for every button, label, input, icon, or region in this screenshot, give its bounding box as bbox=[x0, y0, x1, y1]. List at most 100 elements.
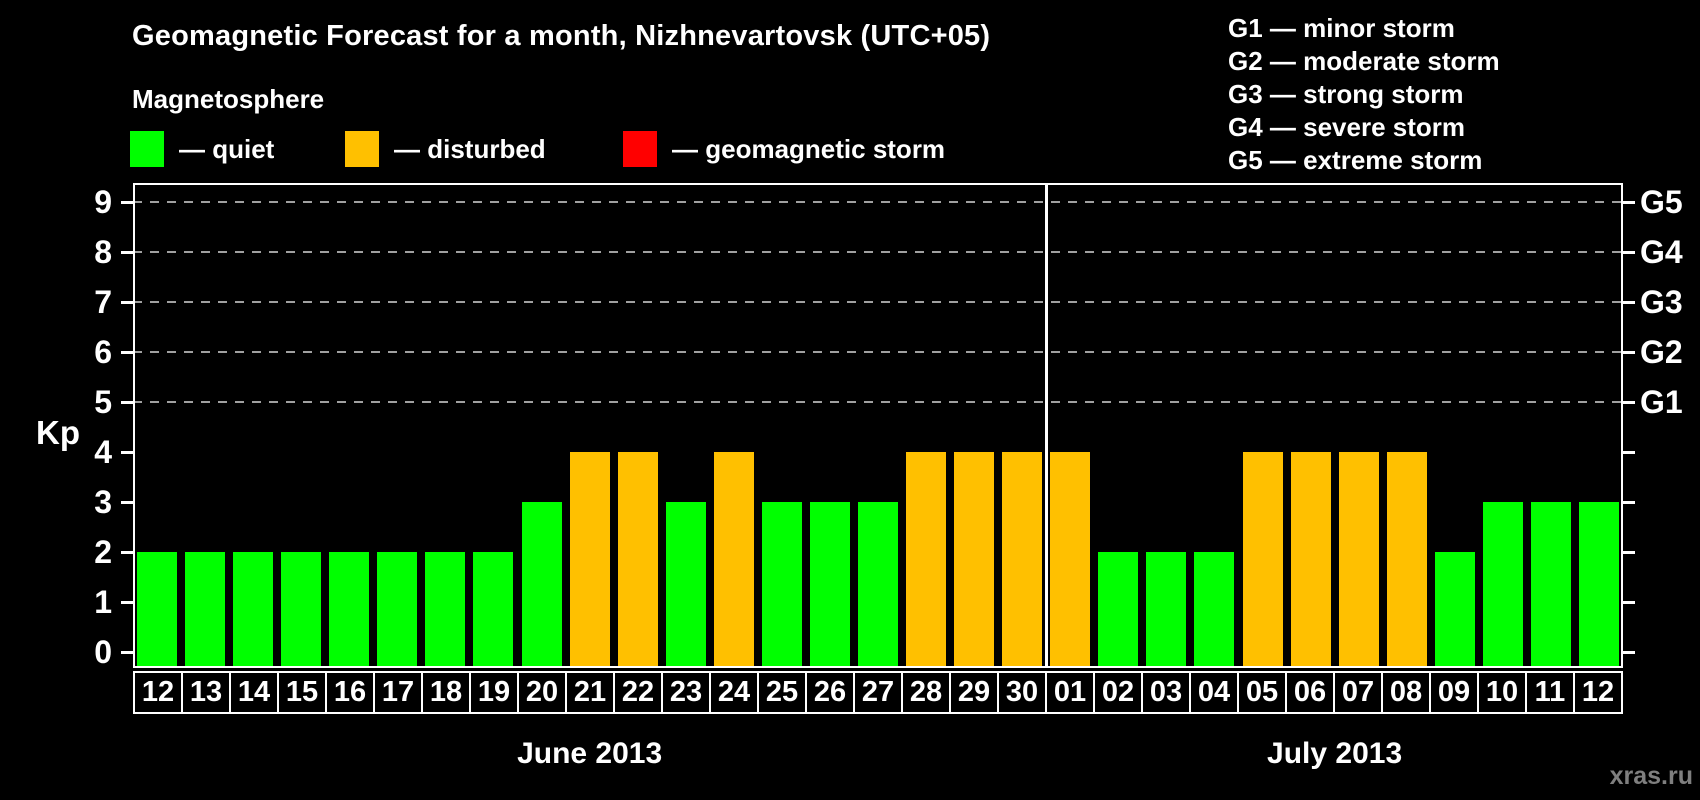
y-tick-right bbox=[1623, 601, 1635, 604]
day-cell: 20 bbox=[517, 671, 567, 714]
kp-bar bbox=[185, 552, 226, 668]
kp-bar bbox=[906, 452, 947, 668]
g-axis-label: G1 bbox=[1640, 384, 1683, 420]
day-cell: 09 bbox=[1429, 671, 1479, 714]
gridline bbox=[133, 201, 1623, 203]
day-cell: 18 bbox=[421, 671, 471, 714]
day-label: 04 bbox=[1197, 676, 1231, 708]
day-cell: 30 bbox=[997, 671, 1047, 714]
gridline bbox=[133, 301, 1623, 303]
day-label: 24 bbox=[717, 676, 751, 708]
day-cell: 12 bbox=[133, 671, 183, 714]
day-label: 05 bbox=[1245, 676, 1279, 708]
day-cell: 08 bbox=[1381, 671, 1431, 714]
legend-label: — quiet bbox=[179, 133, 275, 164]
day-label: 21 bbox=[573, 676, 607, 708]
g-axis-label: G5 bbox=[1640, 184, 1683, 220]
day-cell: 28 bbox=[901, 671, 951, 714]
y-tick-left bbox=[121, 251, 133, 254]
day-label: 09 bbox=[1437, 676, 1471, 708]
kp-bar bbox=[617, 452, 658, 668]
g-scale-line: G1 — minor storm bbox=[1228, 13, 1455, 43]
day-label: 13 bbox=[189, 676, 223, 708]
kp-bar bbox=[1290, 452, 1331, 668]
y-tick-left bbox=[121, 301, 133, 304]
legend-swatch-quiet bbox=[130, 131, 164, 167]
y-tick-right bbox=[1623, 401, 1635, 404]
y-tick-label: 7 bbox=[94, 284, 112, 320]
day-label: 14 bbox=[237, 676, 271, 708]
month-label: July 2013 bbox=[1267, 737, 1403, 770]
day-label: 15 bbox=[285, 676, 319, 708]
day-cell: 05 bbox=[1237, 671, 1287, 714]
plot-area bbox=[133, 183, 1623, 668]
kp-bar bbox=[1482, 502, 1523, 668]
g-scale-line: G2 — moderate storm bbox=[1228, 46, 1500, 76]
day-label: 17 bbox=[381, 676, 415, 708]
kp-bar bbox=[521, 502, 562, 668]
legend-label: — geomagnetic storm bbox=[672, 133, 946, 164]
kp-bar bbox=[858, 502, 898, 668]
day-cell: 11 bbox=[1525, 671, 1575, 714]
day-cell: 01 bbox=[1045, 671, 1095, 714]
g-axis-label: G2 bbox=[1640, 334, 1683, 370]
y-tick-right bbox=[1623, 651, 1635, 654]
y-tick-label: 8 bbox=[94, 234, 112, 270]
g-scale-line: G3 — strong storm bbox=[1228, 79, 1464, 109]
day-cell: 13 bbox=[181, 671, 231, 714]
kp-bar bbox=[809, 502, 850, 668]
y-tick-label: 0 bbox=[94, 634, 112, 670]
kp-bar bbox=[1050, 452, 1091, 668]
day-cell: 03 bbox=[1141, 671, 1191, 714]
g-scale-line: G4 — severe storm bbox=[1228, 112, 1466, 142]
day-cell: 26 bbox=[805, 671, 855, 714]
kp-bar bbox=[1578, 502, 1619, 668]
y-tick-left bbox=[121, 201, 133, 204]
kp-bar bbox=[569, 452, 610, 668]
y-tick-left bbox=[121, 601, 133, 604]
legend-item-disturbed: — disturbed bbox=[345, 131, 546, 167]
kp-bar bbox=[1386, 452, 1427, 668]
day-label: 07 bbox=[1341, 676, 1375, 708]
day-label: 12 bbox=[141, 676, 175, 708]
kp-bar bbox=[281, 552, 322, 668]
day-label: 16 bbox=[333, 676, 367, 708]
kp-bar bbox=[713, 452, 754, 668]
kp-bar bbox=[1002, 452, 1043, 668]
gridline bbox=[133, 351, 1623, 353]
kp-bar bbox=[1338, 452, 1379, 668]
kp-bar bbox=[1146, 552, 1187, 668]
legend-swatch-storm bbox=[623, 131, 657, 167]
day-cell: 25 bbox=[757, 671, 807, 714]
day-label: 08 bbox=[1389, 676, 1423, 708]
day-label: 12 bbox=[1581, 676, 1615, 708]
day-cell: 02 bbox=[1093, 671, 1143, 714]
y-tick-right bbox=[1623, 451, 1635, 454]
month-separator bbox=[1044, 183, 1048, 668]
kp-bar bbox=[137, 552, 178, 668]
gridline bbox=[133, 251, 1623, 253]
day-label: 11 bbox=[1534, 676, 1566, 708]
kp-bar bbox=[233, 552, 274, 668]
day-cell: 22 bbox=[613, 671, 663, 714]
g-scale-legend: G1 — minor storm G2 — moderate storm G3 — … bbox=[1228, 12, 1500, 177]
day-cell: 21 bbox=[565, 671, 615, 714]
watermark: xras.ru bbox=[1609, 762, 1693, 790]
y-tick-left bbox=[121, 401, 133, 404]
kp-bar bbox=[1098, 552, 1139, 668]
legend-label: — disturbed bbox=[394, 133, 546, 164]
day-label: 01 bbox=[1053, 676, 1087, 708]
legend-item-quiet: — quiet bbox=[130, 131, 274, 167]
y-tick-left bbox=[121, 351, 133, 354]
day-label: 26 bbox=[813, 676, 847, 708]
kp-bar bbox=[1530, 502, 1571, 668]
y-tick-label: 3 bbox=[94, 484, 112, 520]
kp-bar bbox=[954, 452, 995, 668]
gridline bbox=[133, 401, 1623, 403]
day-cell: 27 bbox=[853, 671, 903, 714]
day-label: 02 bbox=[1101, 676, 1135, 708]
day-cell: 24 bbox=[709, 671, 759, 714]
y-tick-label: 1 bbox=[94, 584, 112, 620]
kp-bar bbox=[329, 552, 370, 668]
y-tick-right bbox=[1623, 501, 1635, 504]
